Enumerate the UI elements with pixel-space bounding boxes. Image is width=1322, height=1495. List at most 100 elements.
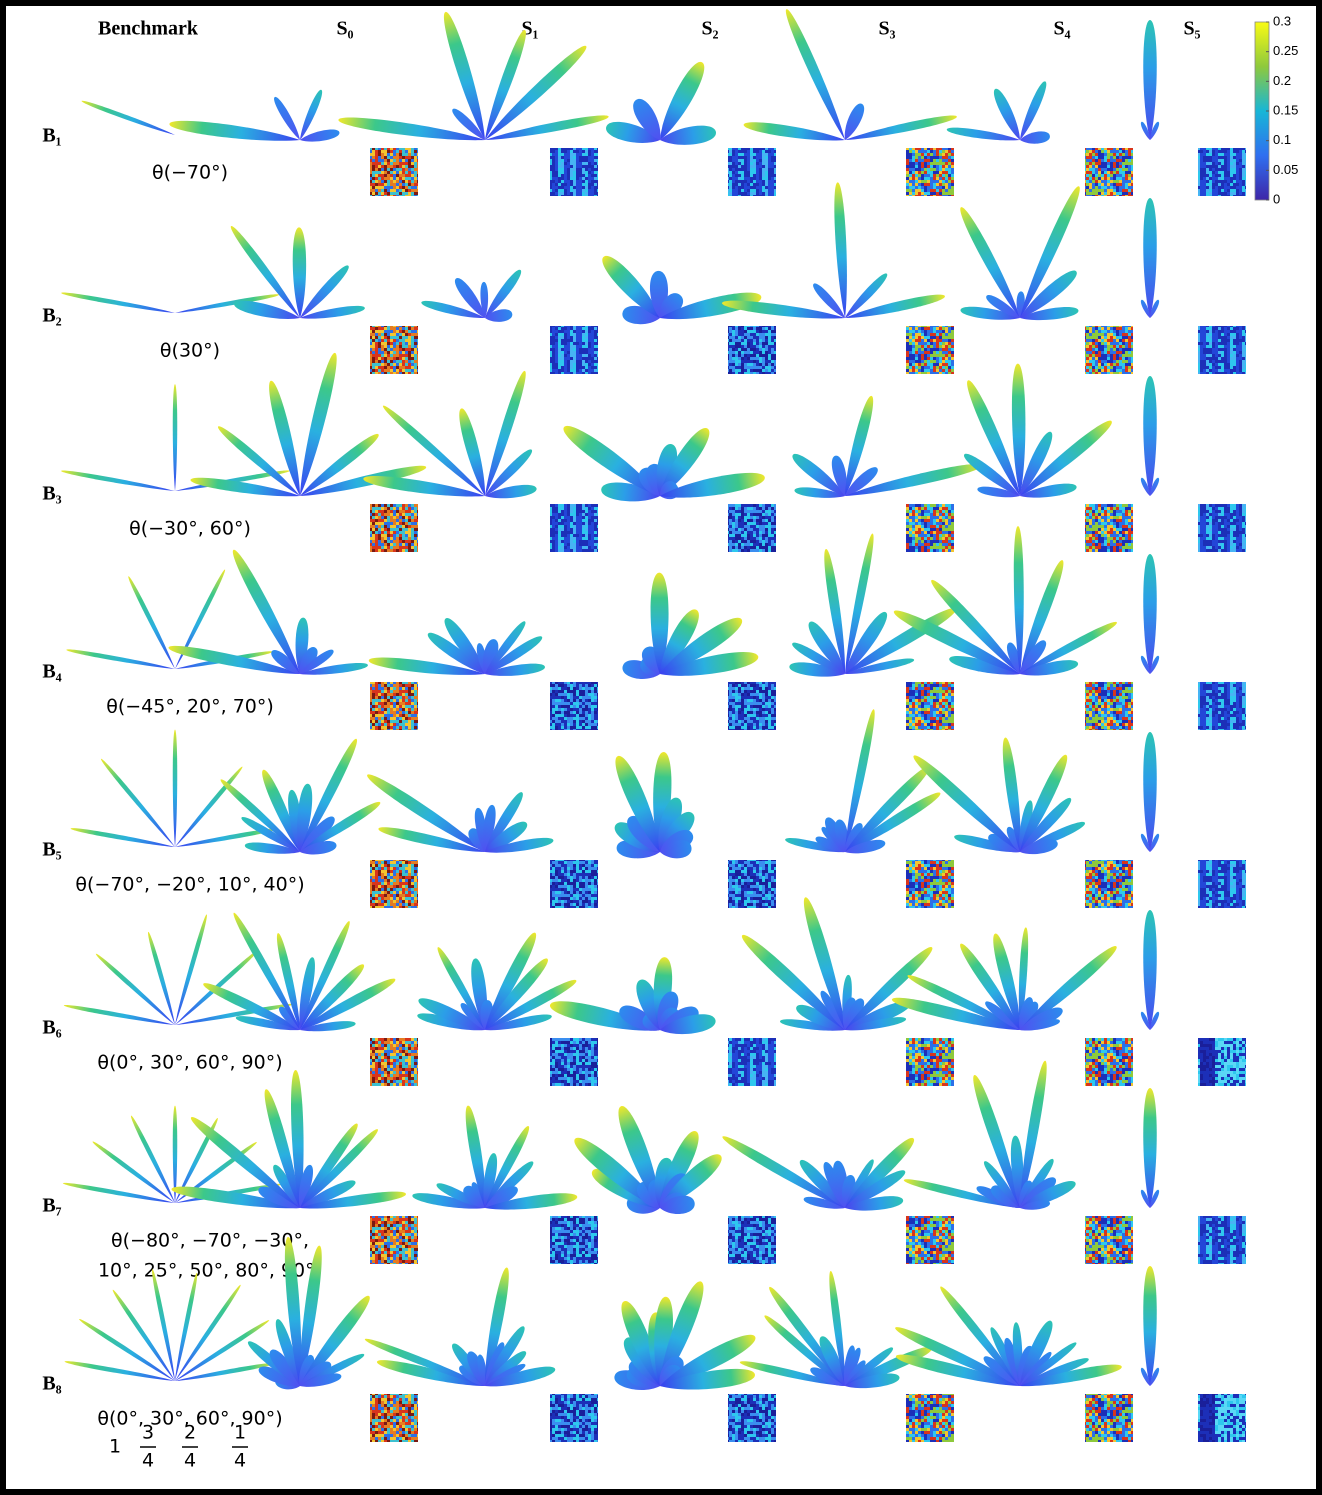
beam-lobe (173, 384, 178, 491)
scheme-header: S₄ (1053, 18, 1070, 40)
beam-lobe (61, 469, 176, 494)
weight-map (370, 326, 418, 374)
colorbar-tick-label: 0.25 (1273, 43, 1298, 58)
colorbar-tick-label: 0.1 (1273, 132, 1291, 147)
weight-map (1198, 148, 1246, 196)
weight-map (728, 326, 776, 374)
weight-map (906, 1394, 954, 1442)
weight-map (906, 1216, 954, 1264)
beam-lobe (292, 227, 306, 318)
benchmark-row: B₇θ(−80°, −70°, −30°,10°, 25°, 50°, 80°,… (42, 1060, 1246, 1282)
angle-label: θ(−30°, 60°) (129, 518, 251, 540)
weight-map (906, 1038, 954, 1086)
beam-lobe (946, 125, 1020, 144)
angle-label: θ(−70°) (152, 162, 228, 184)
angle-label: θ(0°, 30°, 60°, 90°) (97, 1052, 282, 1074)
beam-lobe (484, 112, 609, 144)
weight: 1 (109, 1436, 121, 1458)
beam-lobe (265, 379, 306, 497)
weight-denominator: 4 (142, 1450, 154, 1472)
colorbar-tick-label: 0.2 (1273, 73, 1291, 88)
benchmark-header: Benchmark (98, 18, 199, 40)
weight-denominator: 4 (184, 1450, 196, 1472)
benchmark-row: B₄ θ(−45°, 20°, 70°) (42, 526, 1246, 730)
weight-map (370, 504, 418, 552)
beam-lobe (1143, 198, 1157, 318)
beam-lobe (126, 575, 177, 670)
weight-map (728, 1394, 776, 1442)
weight-map (1198, 1216, 1246, 1264)
weight-map (728, 1038, 776, 1086)
scheme-header: S₀ (336, 18, 353, 40)
beam-lobe (61, 291, 176, 315)
beam-lobe (1143, 1088, 1157, 1208)
beam-lobe (81, 99, 176, 137)
weight-map (1198, 860, 1246, 908)
weight-map (550, 860, 598, 908)
weight-map (1085, 1038, 1133, 1086)
angle-label: θ(−80°, −70°, −30°, (111, 1230, 309, 1252)
weight-map (1085, 682, 1133, 730)
angle-label: θ(−45°, 20°, 70°) (106, 696, 274, 718)
beam-lobe (173, 730, 178, 847)
weight-map (1085, 326, 1133, 374)
weight-map (550, 1394, 598, 1442)
angle-label: θ(30°) (160, 340, 220, 362)
weight-map (1198, 1038, 1246, 1086)
weight-map (728, 148, 776, 196)
weight-map (906, 326, 954, 374)
colorbar-tick-label: 0.3 (1273, 13, 1291, 28)
colorbar: 0.30.250.20.150.10.050 (1255, 13, 1298, 206)
colorbar-tick-label: 0.15 (1273, 102, 1298, 117)
benchmark-row: B₃ θ(−30°, 60°) (42, 351, 1246, 552)
row-label: B₄ (42, 661, 61, 683)
weight-map (550, 148, 598, 196)
row-label: B₈ (42, 1373, 61, 1395)
weight-map (1198, 1394, 1246, 1442)
weight-map (1198, 326, 1246, 374)
beam-lobe (62, 1181, 175, 1205)
weight-map (370, 1216, 418, 1264)
beam-lobe (782, 7, 850, 142)
weight-map (728, 860, 776, 908)
weight-map (370, 682, 418, 730)
row-label: B₇ (42, 1195, 61, 1217)
weight-numerator: 1 (234, 1422, 246, 1444)
beam-lobe (363, 473, 486, 503)
angle-label: θ(−70°, −20°, 10°, 40°) (75, 874, 304, 896)
weight-map (1085, 1216, 1133, 1264)
weight-map (1085, 860, 1133, 908)
weight-map (370, 860, 418, 908)
weight-map (550, 682, 598, 730)
scheme-header: S₂ (701, 18, 718, 40)
row-label: B₂ (42, 305, 61, 327)
weight-map (550, 1038, 598, 1086)
weight-map (728, 504, 776, 552)
beam-lobe (1143, 732, 1157, 852)
beam-lobe (1143, 910, 1157, 1030)
grid: S₀S₁S₂S₃S₄S₅B₁θ(−70°)B₂θ(30°)B₃θ(−30°, 6… (42, 7, 1298, 1471)
weight-map (1085, 1394, 1133, 1442)
weight-map (550, 326, 598, 374)
beam-lobe (233, 298, 302, 325)
benchmark-row: B₆θ(0°, 30°, 60°, 90°) (42, 895, 1246, 1086)
weight-map (370, 1394, 418, 1442)
beam-lobe (66, 648, 175, 672)
beam-lobe (832, 182, 850, 318)
weight-map (906, 148, 954, 196)
beam-lobe (1143, 1266, 1157, 1386)
beam-lobe (1143, 554, 1157, 674)
figure: Benchmark S₀S₁S₂S₃S₄S₅B₁θ(−70°)B₂θ(30°)B… (0, 0, 1322, 1495)
row-label: B₃ (42, 483, 61, 505)
beam-lobe (129, 1115, 177, 1204)
beam-lobe (1143, 376, 1157, 496)
beam-lobe (294, 351, 342, 497)
weight-map (1198, 682, 1246, 730)
beam-lobe (1143, 20, 1157, 140)
beam-lobe (891, 606, 1023, 680)
weight-map (728, 1216, 776, 1264)
scheme-header: S₃ (878, 18, 895, 40)
beam-lobe (169, 117, 301, 146)
weight-map (906, 682, 954, 730)
weight-map (550, 1216, 598, 1264)
